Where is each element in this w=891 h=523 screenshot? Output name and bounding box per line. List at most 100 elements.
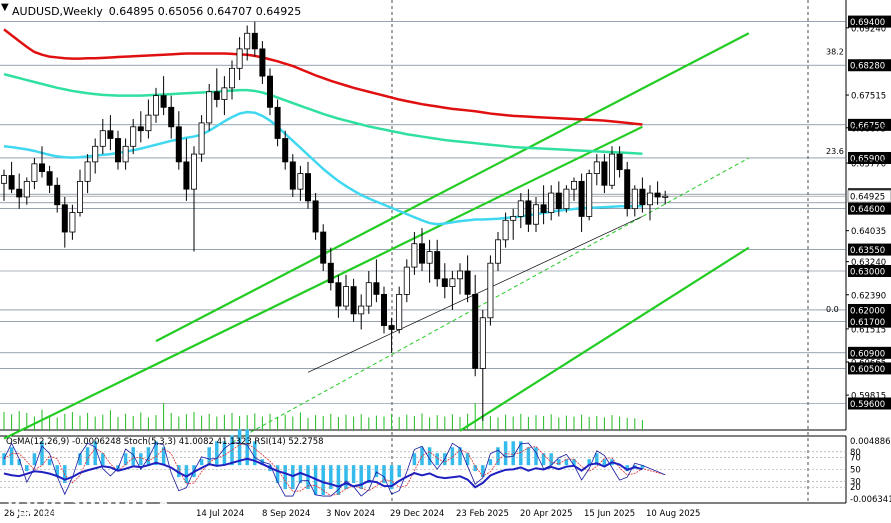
candle-body-6 [46, 171, 53, 186]
candle-body-15 [115, 138, 122, 163]
level-tag-bg-0 [848, 15, 891, 28]
price-tick-3: 0.65770 [851, 160, 886, 170]
level-tag-0: 0.69400 [850, 18, 885, 28]
level-tag-bg-2 [848, 118, 891, 131]
candle-body-74 [563, 188, 570, 210]
chart-title: AUDUSD,Weekly 0.64895 0.65056 0.64707 0.6… [12, 5, 301, 18]
candle-body-16 [122, 145, 129, 163]
indicator-legend: OsMA(12,26,9) -0.0006248 Stoch(5,3,3) 41… [6, 437, 324, 447]
level-tag-bg-10 [848, 315, 891, 328]
candle-body-67 [510, 216, 517, 221]
candle-body-40 [304, 173, 311, 202]
candle-body-75 [571, 180, 578, 190]
level-tag-bg-7 [848, 243, 891, 256]
time-label-2: 8 Sep 2024 [262, 509, 310, 519]
price-tick-0: 0.69240 [851, 24, 886, 34]
watermark-tagline: Instant Forex Trading [42, 508, 146, 520]
candle-body-87 [662, 195, 669, 198]
candle-body-2 [16, 188, 23, 198]
candle-body-28 [213, 91, 220, 100]
level-tag-bg-3 [848, 151, 891, 164]
level-tag-8: 0.63000 [850, 268, 885, 278]
candle-body-68 [517, 200, 524, 217]
candle-body-20 [152, 95, 159, 116]
stoch-main-line [3, 442, 666, 497]
level-tag-3: 0.65900 [850, 154, 885, 164]
level-tag-12: 0.60500 [850, 365, 885, 375]
price-tick-7: 0.61515 [851, 325, 886, 335]
fib-label-1: 23.6 [826, 147, 844, 156]
price-tick-5: 0.63240 [851, 258, 886, 268]
indicator-scale-3: 50 [850, 466, 861, 476]
indicator-scale-4: 30 [850, 477, 861, 487]
candle-body-21 [160, 95, 167, 108]
indicator-scale-1: 80 [850, 448, 861, 458]
candle-body-65 [494, 239, 501, 264]
candle-body-53 [403, 266, 410, 295]
candle-body-79 [601, 161, 608, 186]
candle-body-32 [244, 32, 251, 50]
indicator-scale-6: -0.006341 [850, 495, 891, 505]
watermark-icon [8, 486, 38, 516]
time-label-8: 10 Aug 2025 [646, 509, 700, 519]
candle-body-48 [365, 282, 372, 307]
time-label-1: 14 Jul 2024 [196, 509, 244, 519]
time-label-3: 3 Nov 2024 [326, 509, 375, 519]
candle-body-70 [533, 204, 540, 225]
candle-body-25 [190, 153, 197, 190]
candle-body-46 [350, 286, 357, 315]
candle-body-34 [259, 48, 266, 77]
price-tick-9: 0.59815 [851, 392, 886, 402]
candle-body-12 [92, 145, 99, 163]
candle-body-80 [609, 153, 616, 186]
price-tick-6: 0.62390 [851, 291, 886, 301]
candle-body-1 [8, 175, 15, 190]
candle-body-18 [137, 126, 144, 132]
candle-body-47 [358, 305, 365, 315]
candle-body-78 [593, 161, 600, 174]
indicator-scale-5: 20 [850, 483, 861, 493]
candle-body-73 [555, 192, 562, 210]
candle-body-4 [31, 163, 38, 182]
candle-body-36 [274, 106, 281, 139]
level-tag-9: 0.62000 [850, 306, 885, 316]
channel-line-2 [459, 246, 750, 432]
time-label-4: 29 Dec 2024 [390, 509, 444, 519]
current-price-tag: 0.64925 [850, 193, 885, 203]
candle-body-13 [99, 130, 106, 147]
candle-body-64 [487, 262, 494, 319]
level-tag-bg-11 [848, 346, 891, 359]
candle-body-84 [639, 188, 646, 206]
rsi-line [3, 457, 643, 489]
candle-body-30 [228, 67, 235, 89]
candle-body-86 [654, 192, 661, 198]
candle-body-49 [373, 282, 380, 295]
expand-arrow-icon[interactable]: ▼ [1, 2, 9, 13]
fib-label-0: 38.2 [826, 48, 844, 57]
candle-body-63 [479, 317, 486, 369]
candle-body-51 [388, 325, 395, 330]
candle-body-17 [130, 126, 137, 147]
candle-body-39 [297, 173, 304, 190]
candle-body-59 [449, 278, 456, 287]
price-tick-8: 0.60665 [851, 358, 886, 368]
candle-body-82 [624, 169, 631, 210]
candle-body-66 [502, 219, 509, 241]
candle-body-38 [289, 161, 296, 190]
candle-body-9 [69, 212, 76, 233]
candle-body-26 [198, 122, 205, 155]
level-tag-bg-12 [848, 362, 891, 375]
level-tag-13: 0.59600 [850, 400, 885, 410]
level-tag-1: 0.68280 [850, 62, 885, 72]
level-tag-7: 0.63550 [850, 246, 885, 256]
candle-body-71 [540, 204, 547, 213]
candle-body-62 [472, 293, 479, 369]
candle-body-19 [145, 114, 152, 132]
level-tag-2: 0.66750 [850, 121, 885, 131]
candlestick-series [0, 21, 669, 422]
candle-body-27 [206, 91, 213, 124]
candle-body-8 [61, 204, 68, 233]
candle-body-24 [183, 161, 190, 190]
